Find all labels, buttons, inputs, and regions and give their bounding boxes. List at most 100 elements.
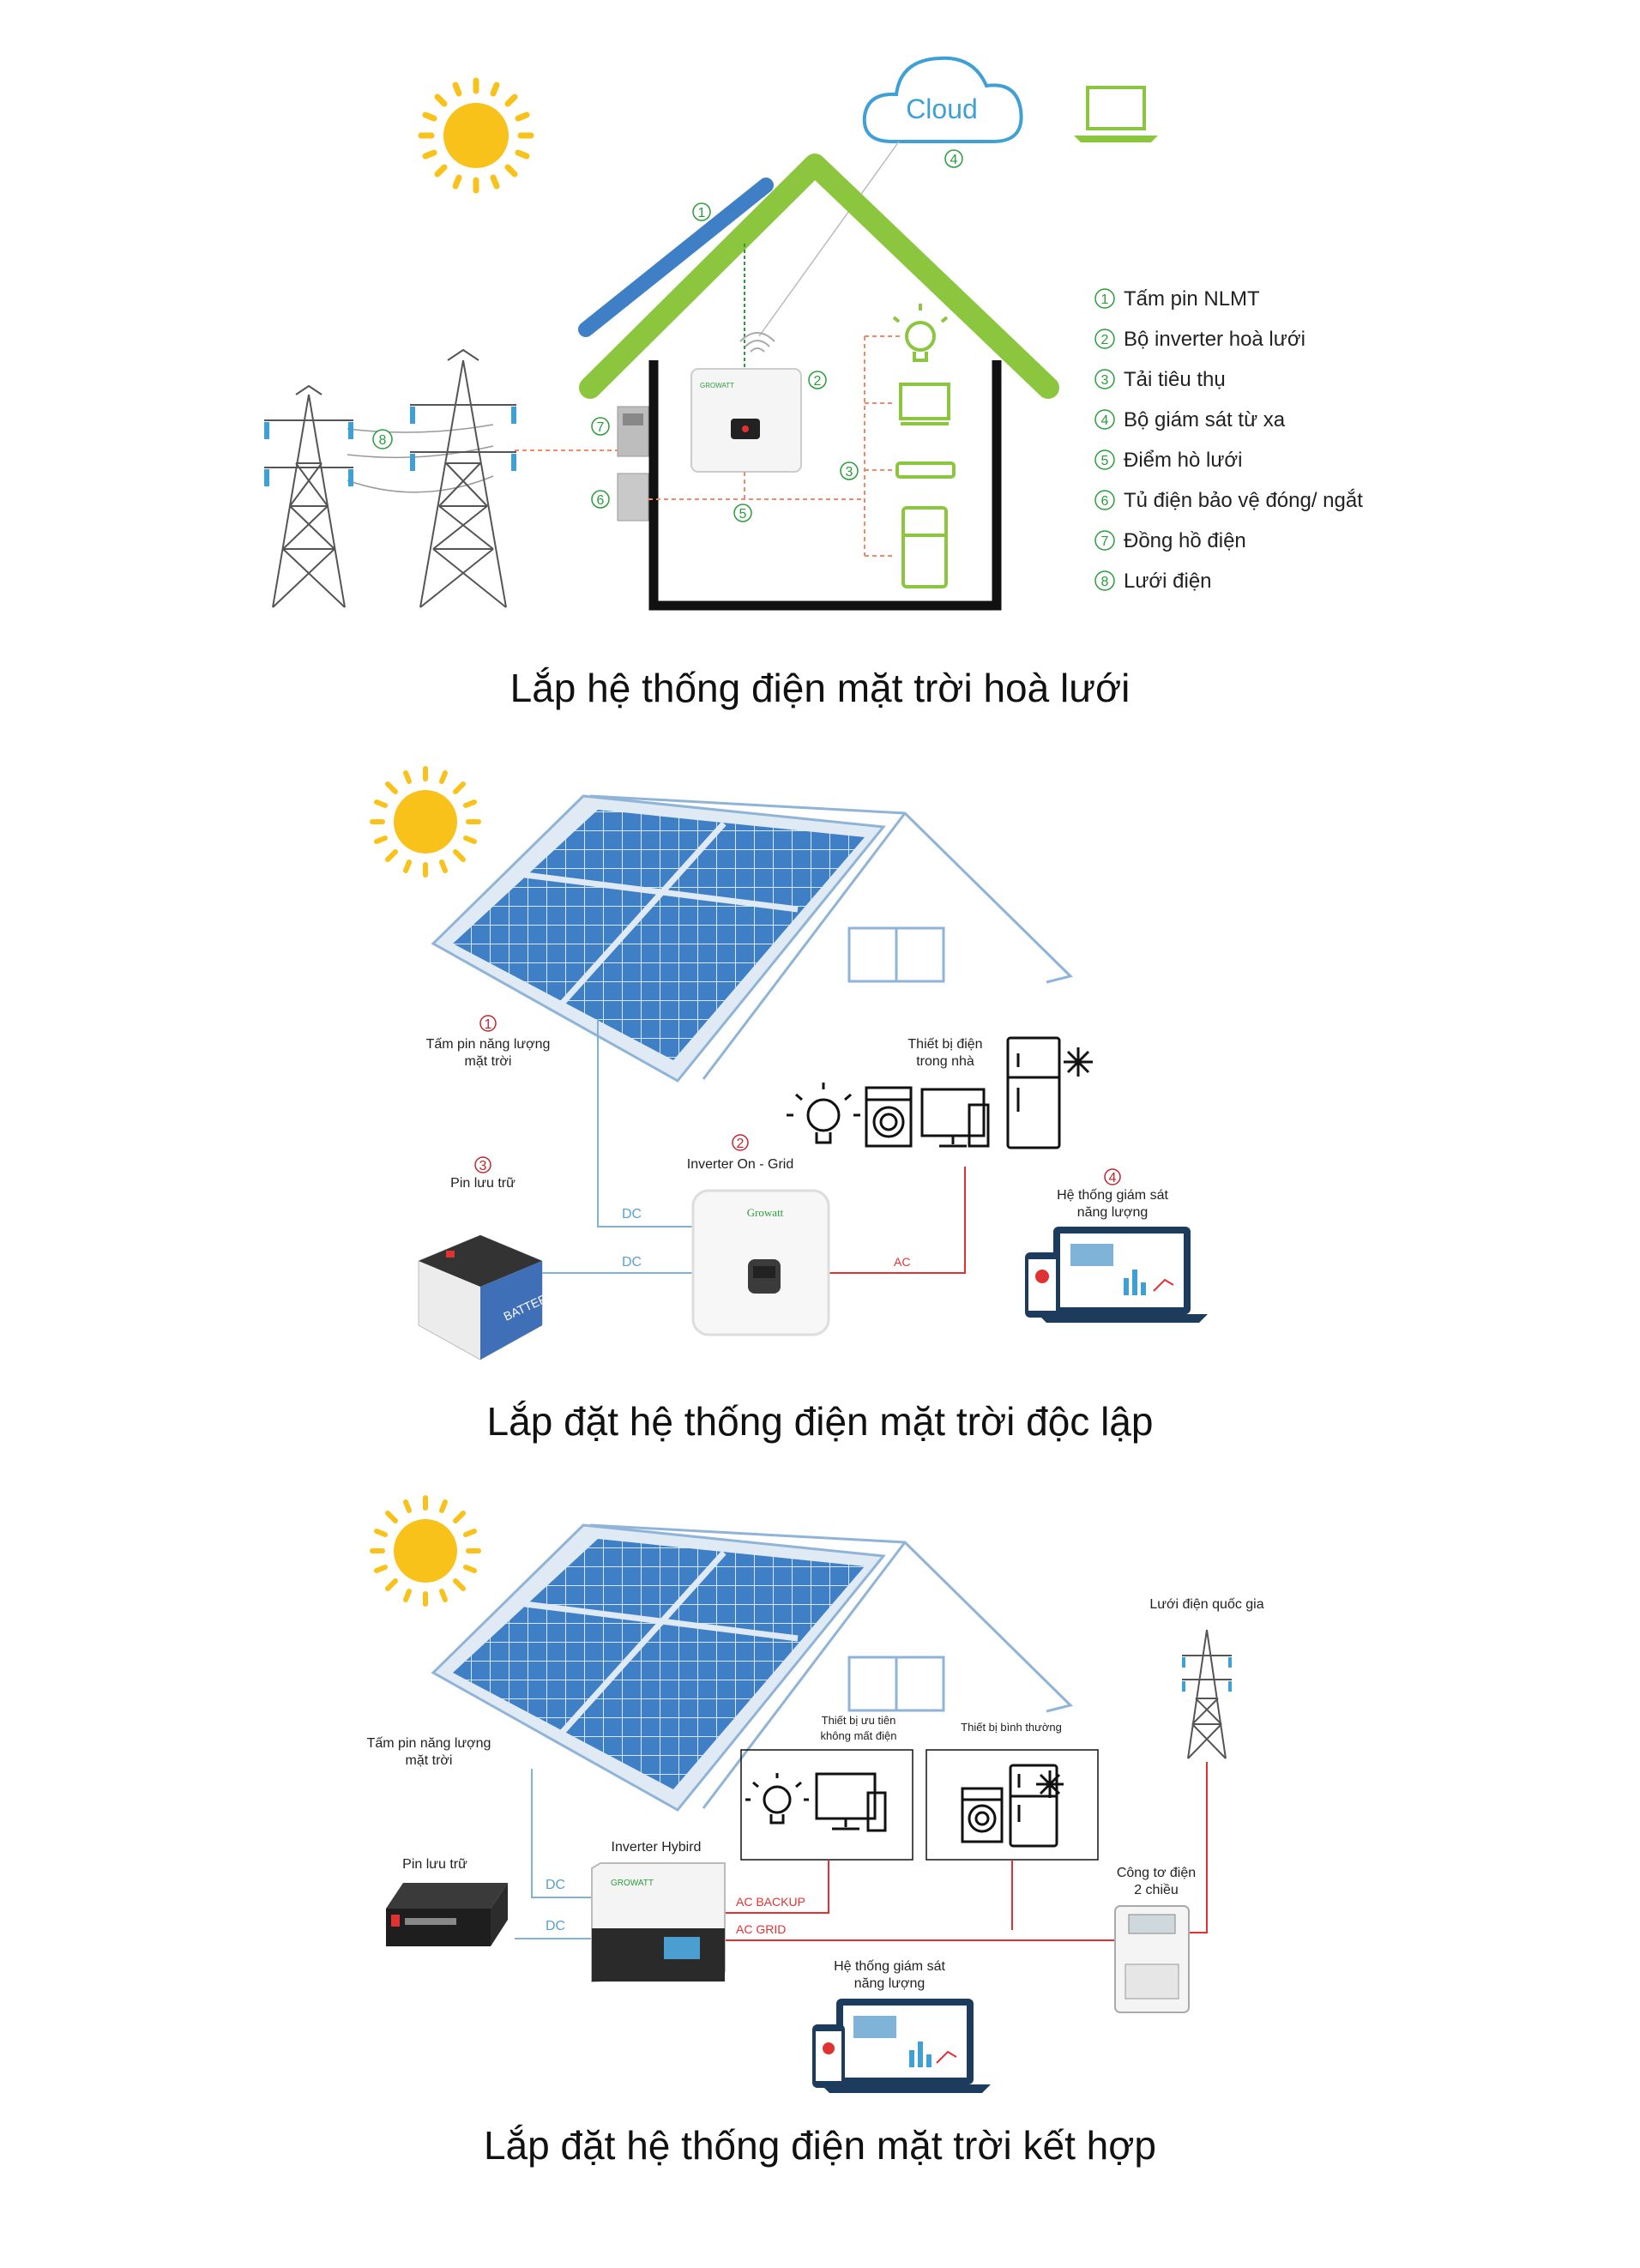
battery-label: Pin lưu trữ	[402, 1857, 467, 1872]
legend-text: Tấm pin NLMT	[1124, 287, 1260, 311]
remote-icon	[866, 1791, 887, 1832]
num-2: 2	[814, 374, 822, 389]
grid-label: Lưới điện quốc gia	[1149, 1597, 1263, 1612]
legend-number: 1	[1101, 293, 1109, 307]
dc-label-2: DC	[622, 1255, 642, 1270]
bidirectional-meter-icon	[1114, 1905, 1190, 2013]
wifi-icon	[739, 332, 775, 353]
hybrid-inverter-icon	[591, 1862, 726, 1983]
priority-label-line2: không mất điện	[821, 1729, 897, 1742]
legend-number-badge	[1094, 449, 1115, 470]
priority-label-line1: Thiết bị ưu tiên	[822, 1714, 896, 1727]
legend-text: Đồng hồ điện	[1124, 529, 1246, 552]
tv-icon	[899, 383, 950, 425]
legend-item: 4 Bộ giám sát từ xa	[1094, 408, 1286, 431]
num-1: 1	[698, 206, 706, 220]
legend-text: Tải tiêu thụ	[1124, 368, 1226, 391]
solar-panel-icon	[578, 178, 774, 337]
legend-item: 5 Điểm hò lưới	[1094, 449, 1243, 472]
legend-number-badge	[1094, 409, 1115, 430]
legend-number-badge	[1094, 570, 1115, 591]
devices-label-line1: Thiết bị điện	[907, 1037, 982, 1052]
transmission-tower-icon	[410, 348, 516, 608]
panel-label-line1: Tấm pin năng lượng	[426, 1037, 551, 1052]
legend-number-badge	[1094, 369, 1115, 389]
refrigerator-icon	[901, 506, 948, 588]
ac-backup-label: AC BACKUP	[736, 1895, 805, 1909]
legend-number: 8	[1101, 575, 1109, 589]
inverter-label: Inverter Hybird	[612, 1840, 702, 1855]
legend-number: 4	[1101, 413, 1109, 428]
lightbulb-icon	[745, 1773, 809, 1825]
house-roof	[579, 154, 1059, 399]
num-5: 5	[739, 507, 747, 522]
house-walls	[648, 360, 1002, 611]
dc-label-1: DC	[622, 1207, 642, 1221]
panel-label-line2: mặt trời	[406, 1753, 453, 1768]
solar-array-icon	[431, 794, 886, 1083]
battery-rack-icon	[386, 1883, 508, 1946]
breaker-cabinet-box	[617, 473, 649, 522]
dc-label-2: DC	[546, 1919, 565, 1933]
legend-item: 3 Tải tiêu thụ	[1094, 368, 1226, 391]
panel-label-line2: mặt trời	[465, 1054, 512, 1069]
num-3: 3	[846, 465, 853, 480]
monitoring-laptop-icon	[821, 1999, 991, 2093]
num-7: 7	[597, 420, 605, 435]
panel-label-line1: Tấm pin năng lượng	[367, 1736, 491, 1751]
cloud-icon	[862, 56, 1023, 143]
monitor-label-line1: Hệ thống giám sát	[1057, 1188, 1168, 1203]
monitor-label-line2: năng lượng	[854, 1976, 926, 1991]
legend-item: 1 Tấm pin NLMT	[1094, 287, 1260, 311]
snowflake-icon	[1064, 1047, 1093, 1077]
insulators	[1182, 1657, 1232, 1692]
caption-1: Lắp hệ thống điện mặt trời hoà lưới	[510, 666, 1131, 710]
legend-item: 6 Tủ điện bảo vệ đóng/ ngắt	[1094, 489, 1363, 512]
house-outline	[589, 794, 1073, 1080]
num-2: 2	[737, 1137, 745, 1151]
num-6: 6	[597, 493, 605, 508]
num-4: 4	[950, 153, 958, 167]
inverter-label: Inverter On - Grid	[687, 1157, 793, 1172]
legend-item: 8 Lưới điện	[1094, 570, 1212, 593]
washing-machine-icon	[865, 1086, 913, 1148]
washing-machine-icon	[961, 1787, 1004, 1843]
tv-icon	[815, 1772, 877, 1831]
devices-label-line2: trong nhà	[916, 1054, 974, 1069]
dc-label-1: DC	[546, 1878, 565, 1892]
air-conditioner-icon	[895, 461, 956, 479]
normal-label: Thiết bị bình thường	[961, 1721, 1062, 1734]
inverter-icon	[691, 1189, 830, 1336]
ac-grid-label: AC GRID	[736, 1922, 786, 1936]
transmission-tower-icon	[1182, 1629, 1232, 1759]
legend-item: 2 Bộ inverter hoà lưới	[1094, 328, 1305, 351]
legend-text: Bộ inverter hoà lưới	[1124, 328, 1305, 351]
house-outline	[589, 1523, 1073, 1809]
num-4: 4	[1109, 1171, 1117, 1185]
legend: 1 Tấm pin NLMT 2 Bộ inverter hoà lưới 3 Tải t…	[1094, 287, 1363, 593]
num-3: 3	[479, 1159, 487, 1173]
solar-array-icon	[431, 1523, 886, 1812]
caption-3: Lắp đặt hệ thống điện mặt trời kết hợp	[484, 2123, 1156, 2168]
insulators	[264, 407, 516, 486]
legend-item: 7 Đồng hồ điện	[1094, 529, 1246, 552]
legend-number-badge	[1094, 490, 1115, 510]
caption-2: Lắp đặt hệ thống điện mặt trời độc lập	[487, 1399, 1154, 1444]
tv-icon	[920, 1088, 986, 1148]
legend-number-badge	[1094, 288, 1115, 309]
legend-text: Điểm hò lưới	[1124, 449, 1243, 472]
legend-text: Tủ điện bảo vệ đóng/ ngắt	[1124, 489, 1363, 512]
sun-icon	[370, 766, 481, 878]
diagram-standalone: DC DC AC 1 Tấm pin năng lượng mặt trời T…	[370, 766, 1208, 1444]
diagram-hybrid: Tấm pin năng lượng mặt trời Thiết bị ưu …	[367, 1495, 1264, 2168]
legend-number: 6	[1101, 494, 1109, 509]
monitor-label-line2: năng lượng	[1077, 1205, 1149, 1220]
sun-icon	[370, 1495, 481, 1607]
legend-number: 7	[1101, 534, 1109, 549]
snowflake-icon	[1036, 1770, 1064, 1798]
laptop-icon	[1074, 86, 1158, 142]
legend-text: Bộ giám sát từ xa	[1124, 408, 1286, 431]
diagram-grid-tied: Cloud 4 1 GROWAT	[264, 56, 1363, 710]
legend-text: Lưới điện	[1124, 570, 1212, 593]
